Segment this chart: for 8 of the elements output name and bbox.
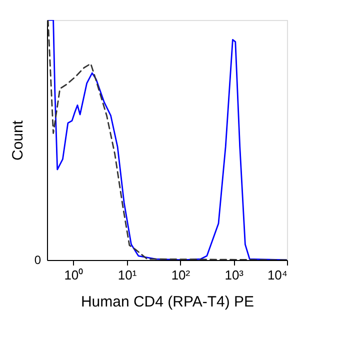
text: 0 <box>34 253 42 267</box>
x-tick-label: 10⁰ <box>64 268 84 282</box>
x-tick-label: 10² <box>171 268 191 282</box>
x-tick-label: 10³ <box>224 268 244 282</box>
y-axis-title: Count <box>10 120 26 161</box>
x-axis-title: Human CD4 (RPA-T4) PE <box>80 294 254 310</box>
x-tick-label: 10¹ <box>118 268 138 282</box>
x-tick-label: 10⁴ <box>267 268 288 282</box>
